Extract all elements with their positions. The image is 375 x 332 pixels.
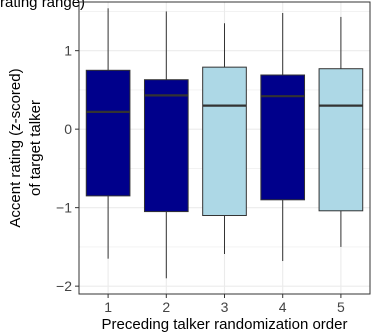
x-tick-label: 4 [279,299,287,315]
box-body [85,69,131,197]
x-tick-label: 1 [104,299,112,315]
axis-layer: −2 −1 0 1 1 2 3 4 5 [56,43,345,315]
y-tick-label: 0 [64,121,72,137]
top-clipped-label: rating range) [0,0,85,11]
x-tick-label: 5 [337,299,345,315]
y-axis-title-line-1: Accent rating (z-scored) [7,68,24,227]
box-3 [202,23,247,254]
box-body [202,66,247,217]
x-tick-label: 2 [162,299,170,315]
y-tick-label: 1 [64,43,72,59]
y-tick-label: −2 [56,278,72,294]
box-1 [85,8,131,259]
box-body [143,79,189,213]
box-body [260,74,306,201]
x-tick-label: 3 [221,299,229,315]
box-5 [318,16,364,247]
box-body [318,68,364,212]
box-2 [143,11,189,279]
y-axis-title-line-2: of target talker [27,100,44,196]
x-axis-title: Preceding talker randomization order [102,316,348,332]
box-layer [85,8,364,279]
y-tick-label: −1 [56,200,72,216]
box-4 [260,12,306,262]
